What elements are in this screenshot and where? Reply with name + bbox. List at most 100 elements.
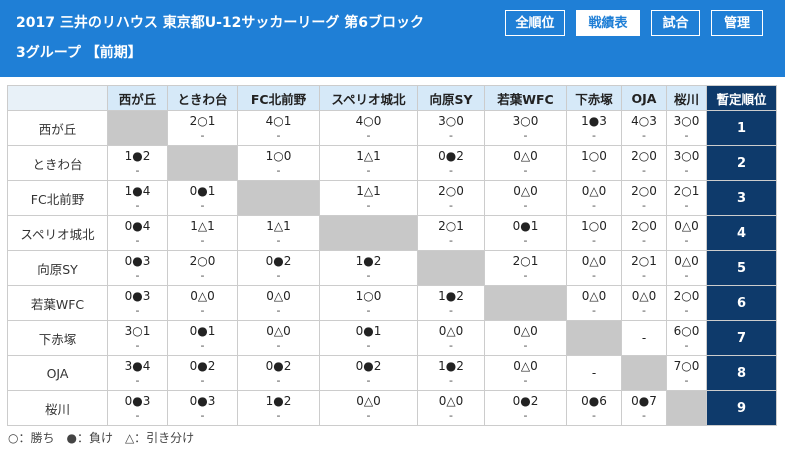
result-cell[interactable]: 0●6- [566, 390, 622, 426]
match-score: 4○3 [631, 114, 657, 128]
result-cell[interactable]: 1●4- [107, 180, 168, 216]
result-cell[interactable]: 0△0- [666, 215, 707, 251]
match-score: 0△0 [513, 149, 538, 163]
result-cell[interactable]: 6○0- [666, 320, 707, 356]
match-score: 0●7 [631, 394, 657, 408]
match-score: 1△1 [266, 219, 291, 233]
match-score: 0△0 [581, 254, 607, 268]
result-cell[interactable]: 3○0- [666, 145, 707, 181]
rank-column-header: 暫定順位 [706, 85, 777, 111]
result-cell[interactable]: 2○0- [666, 285, 707, 321]
result-cell[interactable]: 0●2- [319, 355, 418, 391]
result-cell[interactable]: 2○1- [666, 180, 707, 216]
result-cell[interactable]: 0△0- [484, 355, 567, 391]
result-cell[interactable]: 0●1- [484, 215, 567, 251]
result-cell[interactable]: 2○0- [621, 180, 667, 216]
result-cell[interactable]: 0●1- [167, 320, 238, 356]
all-rankings-button[interactable]: 全順位 [505, 10, 565, 36]
result-cell[interactable]: 1●2- [237, 390, 320, 426]
result-cell[interactable]: 1●2- [417, 285, 485, 321]
result-cell[interactable]: 1●3- [566, 110, 622, 146]
result-cell[interactable]: 0△0- [566, 180, 622, 216]
match-subline: - [135, 409, 140, 422]
match-subline: - [135, 269, 140, 282]
result-cell[interactable]: 0●7- [621, 390, 667, 426]
result-cell[interactable]: 0●3- [107, 250, 168, 286]
result-cell[interactable]: 0●3- [107, 390, 168, 426]
result-cell[interactable]: 1△1- [319, 145, 418, 181]
match-score: 2○0 [631, 219, 657, 233]
result-cell[interactable]: - [566, 355, 622, 391]
result-cell[interactable]: 2○0- [621, 145, 667, 181]
result-cell[interactable]: 0●3- [167, 390, 238, 426]
result-cell[interactable]: - [621, 320, 667, 356]
result-cell[interactable]: 0△0- [484, 180, 567, 216]
result-cell[interactable]: 0△0- [237, 285, 320, 321]
result-cell[interactable]: 0●2- [417, 145, 485, 181]
result-cell[interactable]: 1●2- [107, 145, 168, 181]
result-cell[interactable]: 0●2- [484, 390, 567, 426]
result-cell[interactable]: 0●4- [107, 215, 168, 251]
result-cell[interactable]: 2○1- [417, 215, 485, 251]
match-subline: - [592, 234, 596, 247]
self-match-cell [167, 145, 238, 181]
match-score: 2○1 [512, 254, 539, 268]
result-cell[interactable]: 1●2- [417, 355, 485, 391]
result-cell[interactable]: 4○3- [621, 110, 667, 146]
result-cell[interactable]: 3●4- [107, 355, 168, 391]
result-cell[interactable]: 4○0- [319, 110, 418, 146]
match-subline: - [684, 374, 689, 387]
result-cell[interactable]: 7○0- [666, 355, 707, 391]
result-cell[interactable]: 1○0- [319, 285, 418, 321]
match-score: 3○1 [124, 324, 151, 338]
result-cell[interactable]: 3○1- [107, 320, 168, 356]
result-cell[interactable]: 3○0- [417, 110, 485, 146]
match-score: 0△0 [513, 359, 538, 373]
result-cell[interactable]: 1○0- [566, 215, 622, 251]
result-cell[interactable]: 2○1- [621, 250, 667, 286]
match-subline: - [684, 199, 689, 212]
result-cell[interactable]: 0●2- [237, 250, 320, 286]
result-cell[interactable]: 0△0- [621, 285, 667, 321]
admin-button[interactable]: 管理 [711, 10, 763, 36]
result-cell[interactable]: 0△0- [566, 285, 622, 321]
result-cell[interactable]: 0●3- [107, 285, 168, 321]
result-cell[interactable]: 0△0- [167, 285, 238, 321]
result-cell[interactable]: 0△0- [484, 145, 567, 181]
match-subline: - [200, 304, 205, 317]
result-cell[interactable]: 4○1- [237, 110, 320, 146]
result-cell[interactable]: 0△0- [417, 390, 485, 426]
self-match-cell [319, 215, 418, 251]
result-cell[interactable]: 2○0- [167, 250, 238, 286]
match-subline: - [276, 129, 281, 142]
result-cell[interactable]: 1●2- [319, 250, 418, 286]
result-cell[interactable]: 0●2- [237, 355, 320, 391]
result-cell[interactable]: 2○0- [417, 180, 485, 216]
row-header-team: FC北前野 [7, 180, 108, 216]
result-cell[interactable]: 0△0- [319, 390, 418, 426]
result-cell[interactable]: 1○0- [237, 145, 320, 181]
result-cell[interactable]: 3○0- [666, 110, 707, 146]
column-header-team: ときわ台 [167, 85, 238, 111]
result-cell[interactable]: 1△1- [167, 215, 238, 251]
result-cell[interactable]: 0●1- [319, 320, 418, 356]
result-cell[interactable]: 0△0- [566, 250, 622, 286]
result-cell[interactable]: 0●2- [167, 355, 238, 391]
result-cell[interactable]: 3○0- [484, 110, 567, 146]
result-cell[interactable]: 0△0- [417, 320, 485, 356]
matches-button[interactable]: 試合 [651, 10, 700, 36]
result-cell[interactable]: 0△0- [237, 320, 320, 356]
result-cell[interactable]: 2○1- [167, 110, 238, 146]
result-cell[interactable]: 0△0- [484, 320, 567, 356]
row-header-team: 西が丘 [7, 110, 108, 146]
result-cell[interactable]: 1○0- [566, 145, 622, 181]
result-cell[interactable]: 1△1- [319, 180, 418, 216]
result-cell[interactable]: 2○1- [484, 250, 567, 286]
results-table-button[interactable]: 戦績表 [576, 10, 640, 36]
match-score: 2○0 [189, 254, 216, 268]
result-cell[interactable]: 1△1- [237, 215, 320, 251]
match-subline: - [200, 339, 205, 352]
result-cell[interactable]: 0△0- [666, 250, 707, 286]
result-cell[interactable]: 0●1- [167, 180, 238, 216]
result-cell[interactable]: 2○0- [621, 215, 667, 251]
